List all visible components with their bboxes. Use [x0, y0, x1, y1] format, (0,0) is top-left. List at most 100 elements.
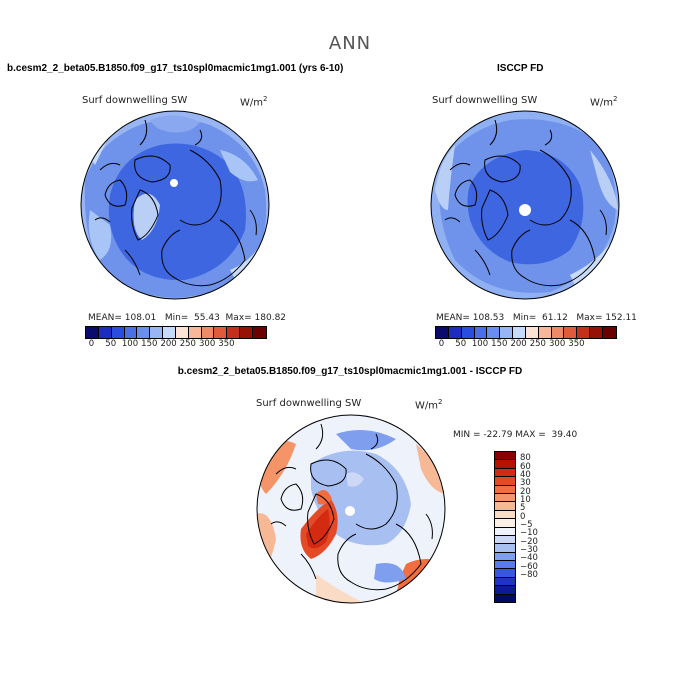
map-diff-polar — [256, 414, 446, 604]
colorbar-swatch — [495, 561, 515, 570]
colorbar-tick-label: −40 — [520, 553, 538, 564]
colorbar-swatch — [495, 468, 515, 478]
colorbar-tick-label: −30 — [520, 545, 538, 555]
colorbar-swatch — [461, 327, 475, 338]
colorbar-swatch — [495, 452, 515, 461]
colorbar-tick-label: 100 — [471, 339, 489, 349]
colorbar-swatch — [602, 327, 616, 338]
page-title: ANN — [328, 33, 372, 54]
colorbar-tick-label: 250 — [529, 339, 546, 349]
colorbar-swatch — [98, 327, 112, 338]
colorbar-swatch — [551, 327, 565, 338]
colorbar-tick-label: 250 — [179, 339, 196, 349]
colorbar-tick-label: 350 — [568, 339, 585, 349]
colorbar-swatch — [538, 327, 552, 338]
colorbar-swatch — [564, 327, 578, 338]
colorbar-tick-label: 5 — [520, 503, 526, 514]
colorbar-tick-label: −20 — [520, 536, 538, 547]
colorbar-tick-label: 80 — [520, 453, 531, 464]
colorbar-swatch — [175, 327, 189, 338]
colorbar-swatch — [150, 327, 164, 338]
colorbar-swatch — [201, 327, 215, 338]
colorbar-swatch — [495, 586, 515, 595]
colorbar-swatch — [487, 327, 501, 338]
panel-diff-units-exp: 2 — [438, 398, 443, 406]
colorbar-tick-label: 300 — [549, 339, 566, 349]
colorbar-tick-label: 0 — [88, 339, 95, 349]
colorbar-swatch — [495, 493, 515, 503]
colorbar-swatch — [436, 327, 449, 338]
colorbar-tick-label: 50 — [105, 339, 117, 349]
panel-right-units: W/m2 — [590, 95, 617, 108]
colorbar-swatch — [163, 327, 176, 338]
colorbar-swatch — [495, 510, 515, 520]
panel-diff-variable-label: Surf downwelling SW — [256, 398, 362, 409]
colorbar-swatch — [495, 552, 515, 562]
panel-left-variable-label: Surf downwelling SW — [82, 95, 188, 106]
colorbar-left-ticks: 0 50 100 150 200 250 300 350 — [85, 339, 265, 351]
colorbar-right — [435, 326, 617, 339]
panel-right-variable-label: Surf downwelling SW — [432, 95, 538, 106]
colorbar-tick-label: 150 — [141, 339, 158, 349]
map-left-polar — [80, 110, 270, 300]
panel-right-units-exp: 2 — [613, 95, 618, 103]
colorbar-tick-label: 40 — [520, 470, 531, 480]
colorbar-tick-label: −80 — [520, 570, 538, 580]
panel-left-units-base: W/m — [240, 97, 263, 109]
colorbar-tick-label: 20 — [520, 486, 531, 497]
panel-left-units-exp: 2 — [263, 95, 268, 103]
colorbar-diff — [494, 451, 516, 603]
colorbar-swatch — [495, 460, 515, 469]
colorbar-tick-label: −5 — [520, 520, 533, 530]
colorbar-tick-label: 100 — [121, 339, 139, 349]
colorbar-swatch — [513, 327, 526, 338]
colorbar-tick-label: 0 — [520, 511, 526, 522]
panel-right-units-base: W/m — [590, 97, 613, 109]
colorbar-tick-label: 350 — [218, 339, 235, 349]
panel-right-stats: MEAN= 108.53 Min= 61.12 Max= 152.11 — [436, 313, 637, 323]
colorbar-swatch — [495, 577, 515, 587]
colorbar-swatch — [86, 327, 99, 338]
colorbar-diff-ticks: 80 60 40 30 20 10 5 0 −5 −10 −20 −30 −40 −60 −80 — [520, 451, 560, 601]
colorbar-swatch — [495, 519, 515, 528]
colorbar-tick-label: 30 — [520, 478, 531, 489]
colorbar-swatch — [525, 327, 539, 338]
colorbar-swatch — [495, 544, 515, 553]
colorbar-swatch — [590, 327, 603, 338]
colorbar-swatch — [188, 327, 202, 338]
colorbar-swatch — [495, 594, 515, 603]
colorbar-swatch — [240, 327, 253, 338]
colorbar-swatch — [252, 327, 266, 338]
panel-left-stats: MEAN= 108.01 Min= 55.43 Max= 180.82 — [88, 313, 287, 323]
colorbar-tick-label: 300 — [199, 339, 216, 349]
colorbar-left — [85, 326, 267, 339]
colorbar-tick-label: 200 — [510, 339, 527, 349]
colorbar-swatch — [495, 502, 515, 511]
colorbar-swatch — [495, 477, 515, 486]
colorbar-swatch — [495, 535, 515, 545]
panel-diff-units-base: W/m — [415, 400, 438, 412]
panel-left-units: W/m2 — [240, 95, 267, 108]
panel-diff-units: W/m2 — [415, 398, 442, 411]
colorbar-swatch — [111, 327, 125, 338]
colorbar-swatch — [495, 485, 515, 494]
colorbar-swatch — [474, 327, 488, 338]
colorbar-swatch — [124, 327, 138, 338]
colorbar-right-ticks: 0 50 100 150 200 250 300 350 — [435, 339, 615, 351]
colorbar-tick-label: −10 — [520, 528, 538, 539]
colorbar-tick-label: 50 — [455, 339, 467, 349]
colorbar-swatch — [495, 569, 515, 578]
colorbar-swatch — [577, 327, 591, 338]
colorbar-swatch — [214, 327, 228, 338]
panel-diff-case-title: b.cesm2_2_beta05.B1850.f09_g17_ts10spl0m… — [177, 366, 523, 377]
panel-right-case-title: ISCCP FD — [497, 63, 544, 74]
colorbar-swatch — [495, 527, 515, 536]
panel-diff-stats: MIN = -22.79 MAX = 39.40 — [453, 430, 578, 440]
colorbar-swatch — [448, 327, 462, 338]
colorbar-swatch — [137, 327, 151, 338]
colorbar-tick-label: 10 — [520, 495, 531, 505]
colorbar-swatch — [500, 327, 514, 338]
panel-left-case-title: b.cesm2_2_beta05.B1850.f09_g17_ts10spl0m… — [7, 63, 344, 74]
colorbar-tick-label: 200 — [160, 339, 177, 349]
colorbar-tick-label: 0 — [438, 339, 445, 349]
